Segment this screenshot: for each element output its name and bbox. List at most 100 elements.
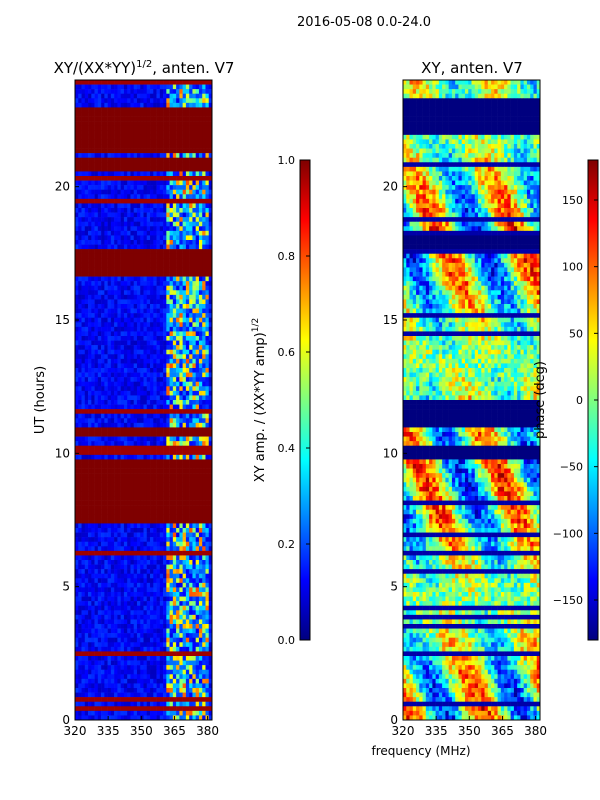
heat-cell [172,500,177,506]
heat-cell [169,354,174,360]
heat-cell [172,244,177,250]
heat-cell [114,482,118,488]
heat-cell [185,372,190,378]
heat-cell [179,395,183,401]
heat-cell [153,409,157,415]
heat-cell [133,171,138,177]
heat-cell [140,125,144,131]
heat-cell [169,390,174,396]
heat-cell [133,523,138,529]
heat-cell [107,569,112,575]
heat-cell [104,317,108,323]
heat-cell [176,605,180,611]
heat-cell [172,217,177,223]
heat-cell [130,121,135,127]
heat-cell [146,336,151,341]
heat-cell [107,194,112,200]
heat-cell [176,464,180,469]
heat-cell [156,144,161,149]
heat-cell [114,605,118,611]
heat-cell [110,326,115,332]
heat-cell [140,523,144,529]
heat-cell [182,221,187,227]
heat-cell [166,336,170,341]
heat-cell [101,445,105,451]
heat-cell [195,363,200,369]
heat-cell [123,80,128,85]
heat-cell [202,550,206,556]
heat-cell [91,441,95,447]
heat-cell [205,477,210,483]
heat-cell [176,477,180,483]
heat-cell [78,253,82,259]
heat-cell [127,98,131,104]
heat-cell [143,262,148,268]
heat-cell [185,354,190,360]
heat-cell [97,198,102,204]
heat-cell [110,596,115,602]
heat-cell [156,573,161,579]
heat-cell [192,377,196,383]
heat-cell [198,290,203,296]
heat-cell [97,555,102,561]
heat-cell [123,601,128,607]
heat-cell [110,235,115,241]
heat-cell [120,358,125,364]
heat-cell [146,276,151,282]
heat-cell [172,468,177,474]
heat-cell [176,331,180,337]
heat-cell [143,587,148,593]
heat-cell [84,304,89,309]
heat-cell [136,121,141,127]
heat-cell [107,258,112,264]
heat-cell [169,578,174,584]
heat-cell [136,98,141,104]
heat-cell [153,413,157,419]
heat-cell [114,125,118,131]
heat-cell [97,496,102,501]
heat-cell [107,153,112,159]
heat-cell [120,441,125,447]
heat-cell [101,258,105,264]
heat-cell [143,441,148,447]
heat-cell [78,102,82,108]
heat-cell [110,116,115,122]
heat-cell [166,427,170,433]
heat-cell [208,486,212,492]
heat-cell [120,157,125,163]
heat-cell [136,258,141,264]
heat-cell [176,340,180,346]
heat-cell [120,464,125,469]
heat-cell [101,596,105,602]
heat-cell [185,473,190,479]
heat-cell [110,130,115,136]
heat-cell [97,116,102,122]
heat-cell [192,464,196,469]
heat-cell [159,290,164,296]
heat-cell [205,560,210,565]
heat-cell [101,125,105,131]
heat-cell [192,578,196,584]
heat-cell [110,459,115,465]
heat-cell [179,340,183,346]
heat-cell [208,189,212,195]
heat-cell [120,249,125,255]
heat-cell [169,189,174,195]
heat-cell [146,619,151,625]
heat-cell [208,500,212,506]
heat-cell [101,89,105,95]
heat-cell [78,345,82,351]
heat-cell [153,294,157,300]
heat-cell [78,409,82,415]
heat-cell [153,564,157,570]
heat-cell [143,89,148,95]
heat-cell [84,532,89,538]
heat-cell [192,84,196,90]
heat-cell [169,377,174,383]
heat-cell [172,125,177,131]
heat-cell [150,340,154,346]
heat-cell [140,358,144,364]
heat-cell [156,244,161,250]
heat-cell [169,121,174,127]
heat-cell [163,509,167,515]
